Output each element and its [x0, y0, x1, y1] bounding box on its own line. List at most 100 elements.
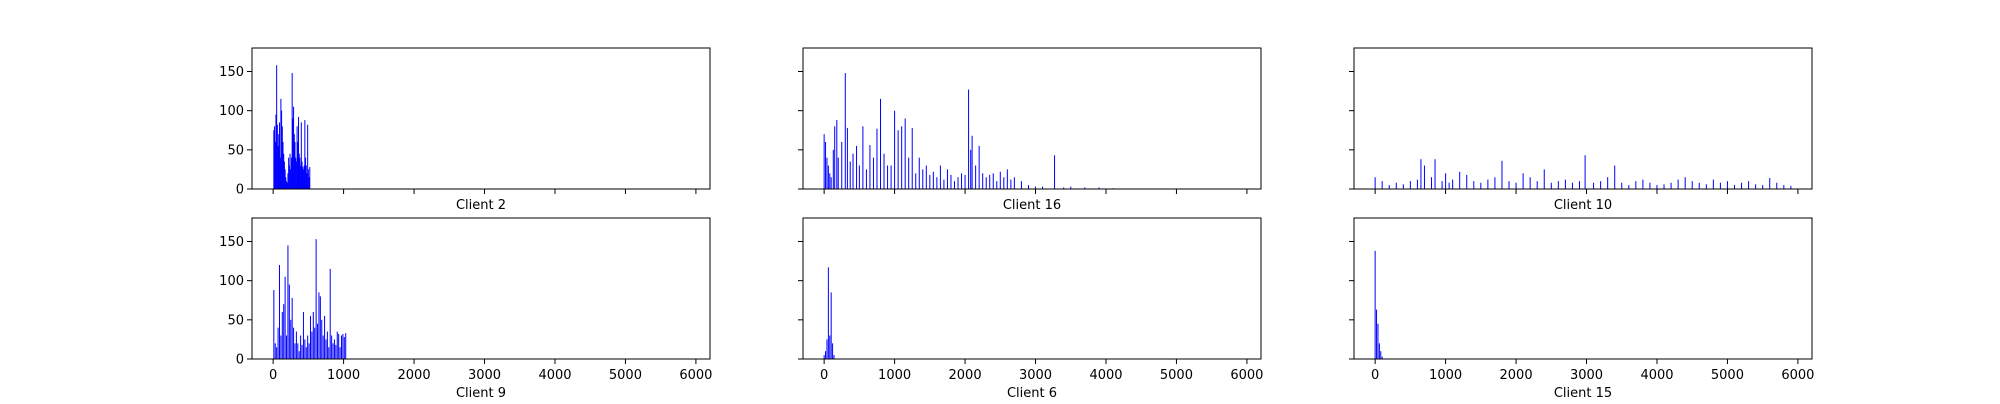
bar [1381, 356, 1383, 359]
bar [1063, 187, 1065, 189]
bar [290, 157, 292, 189]
bar [950, 174, 952, 189]
x-tick-label: 0 [1371, 368, 1379, 383]
bar [1441, 181, 1443, 189]
bar [338, 333, 340, 359]
bar [284, 169, 286, 189]
bar [823, 134, 825, 189]
panel-label: Client 6 [1007, 386, 1057, 400]
bar [321, 319, 323, 359]
bar [1374, 250, 1376, 359]
bar [856, 145, 858, 189]
bar [274, 343, 276, 359]
bar [865, 169, 867, 189]
bar [999, 171, 1001, 189]
bar [880, 98, 882, 189]
bar [288, 284, 290, 359]
bar [291, 297, 293, 359]
bar [1395, 182, 1397, 189]
bar [908, 157, 910, 189]
axes-frame [1353, 217, 1813, 360]
bar [869, 145, 871, 189]
bar [968, 89, 970, 189]
bar [288, 165, 290, 189]
x-tick-label: 4000 [1640, 368, 1673, 383]
bar [1459, 171, 1461, 189]
bar [852, 153, 854, 189]
y-tick-label: 0 [236, 183, 244, 198]
bar [887, 165, 889, 189]
bar [295, 331, 297, 359]
bar [296, 126, 298, 189]
bar [290, 169, 292, 189]
x-tick-label: 1000 [878, 368, 911, 383]
bar [333, 339, 335, 359]
bar [295, 157, 297, 189]
bar [1748, 181, 1750, 189]
bar [836, 120, 838, 189]
bar [953, 181, 955, 189]
bar [289, 153, 291, 189]
chart-panel: Client 10 [1349, 47, 1813, 213]
bar [307, 335, 309, 359]
bar [294, 142, 296, 189]
bar [1698, 182, 1700, 189]
bar [298, 153, 300, 189]
bar [307, 169, 309, 189]
bar [305, 157, 307, 189]
x-tick-label: 5000 [1160, 368, 1193, 383]
bar [876, 128, 878, 189]
bar [331, 335, 333, 359]
bar [318, 292, 320, 359]
bar [1712, 179, 1714, 189]
bar [1564, 179, 1566, 189]
bar [279, 157, 281, 189]
chart-panel: 0 1000 2000 3000 4000 5000 6000 Client 6 [798, 217, 1263, 401]
bar [276, 65, 278, 189]
bar [293, 106, 295, 189]
chart-panel: Client 16 [798, 47, 1262, 213]
bar [1593, 182, 1595, 189]
bar [309, 315, 311, 359]
bar [1783, 185, 1785, 189]
bar [1445, 173, 1447, 189]
bar [1557, 181, 1559, 189]
bar [301, 344, 303, 359]
y-tick-label: 150 [219, 65, 244, 80]
bar [915, 173, 917, 189]
bar [276, 124, 278, 189]
bar [311, 331, 313, 359]
y-tick-label: 150 [219, 235, 244, 250]
bar [1388, 185, 1390, 189]
bar [825, 351, 827, 359]
bar [890, 165, 892, 189]
x-tick-label: 6000 [1781, 368, 1814, 383]
bar [844, 73, 846, 189]
bar [1571, 182, 1573, 189]
bar [1550, 182, 1552, 189]
bar [1473, 181, 1475, 189]
bar [1420, 159, 1422, 189]
bar [1621, 182, 1623, 189]
y-tick-label: 50 [227, 313, 244, 328]
bar [830, 177, 832, 189]
bar [1733, 185, 1735, 189]
bar [1691, 181, 1693, 189]
bar [834, 126, 836, 189]
bar [1656, 185, 1658, 189]
bar [302, 169, 304, 189]
bar [329, 268, 331, 359]
bar [1377, 323, 1379, 359]
x-tick-label: 2000 [1500, 368, 1533, 383]
bar [1054, 155, 1056, 189]
bar [925, 165, 927, 189]
chart-panel: 0 50 100 150 0 1000 2000 3000 4000 5000 6000 Client… [219, 217, 712, 401]
bar [288, 157, 290, 189]
bar [1020, 181, 1022, 189]
bar [1719, 182, 1721, 189]
bar [274, 126, 276, 189]
bar [922, 169, 924, 189]
bar [299, 157, 301, 189]
bar [823, 355, 825, 359]
